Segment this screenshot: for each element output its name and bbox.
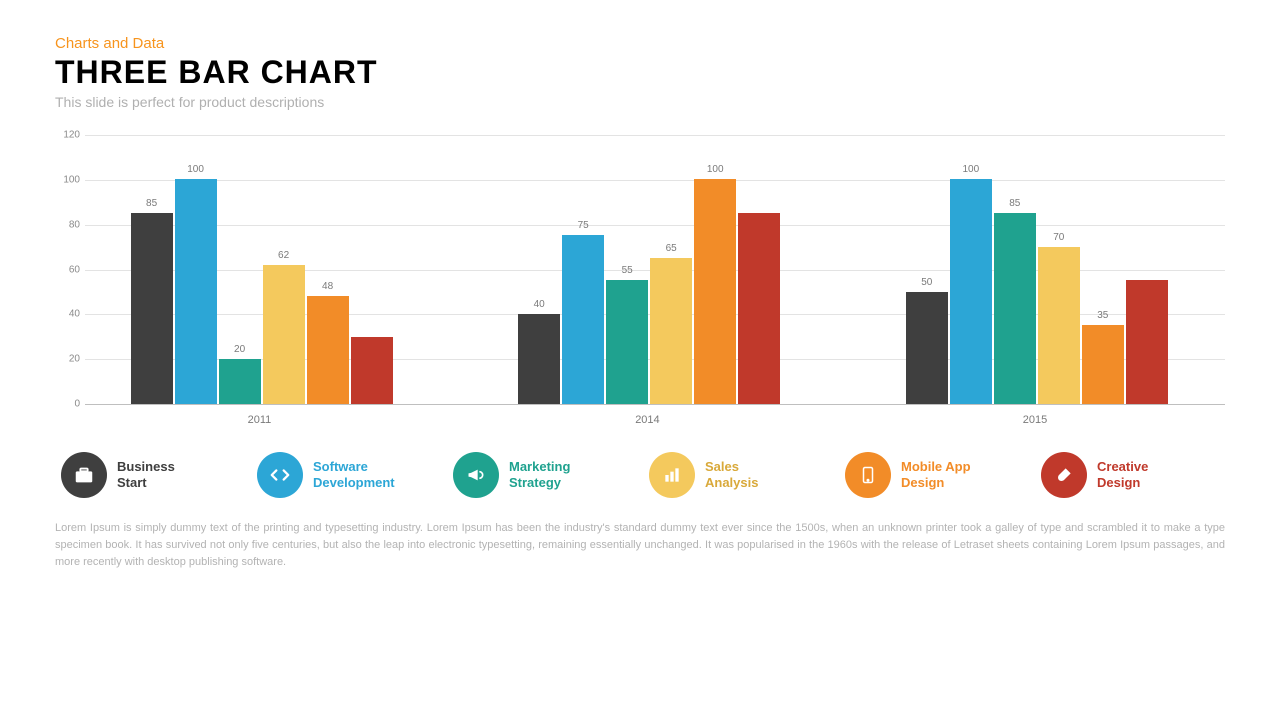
x-tick-label: 2014 bbox=[635, 414, 659, 426]
bar: 100 bbox=[694, 179, 736, 404]
legend-item: MarketingStrategy bbox=[453, 452, 631, 498]
y-tick-label: 80 bbox=[55, 219, 80, 230]
legend-item: BusinessStart bbox=[61, 452, 239, 498]
gridline bbox=[85, 135, 1225, 136]
legend-label-line: Start bbox=[117, 475, 147, 490]
bar: 100 bbox=[950, 179, 992, 404]
bar bbox=[738, 213, 780, 404]
bar-value-label: 50 bbox=[906, 277, 948, 288]
bar: 65 bbox=[650, 258, 692, 404]
y-tick-label: 40 bbox=[55, 309, 80, 320]
y-tick-label: 60 bbox=[55, 264, 80, 275]
bar: 50 bbox=[906, 292, 948, 405]
bar: 75 bbox=[562, 235, 604, 404]
bar-value-label: 85 bbox=[131, 198, 173, 209]
bar bbox=[1126, 280, 1168, 404]
y-tick-label: 20 bbox=[55, 354, 80, 365]
bar-value-label: 48 bbox=[307, 281, 349, 292]
legend-label-line: Sales bbox=[705, 459, 739, 474]
legend-label: BusinessStart bbox=[117, 459, 175, 492]
bar: 62 bbox=[263, 265, 305, 405]
slide-header: Charts and Data THREE BAR CHART This sli… bbox=[55, 35, 1225, 110]
code-icon bbox=[257, 452, 303, 498]
bar: 85 bbox=[131, 213, 173, 404]
subtitle: This slide is perfect for product descri… bbox=[55, 94, 1225, 110]
bar-group: 85100206248 bbox=[131, 179, 393, 404]
x-tick-label: 2011 bbox=[248, 414, 272, 426]
legend-label-line: Business bbox=[117, 459, 175, 474]
bar-value-label: 65 bbox=[650, 243, 692, 254]
bar-value-label: 62 bbox=[263, 250, 305, 261]
legend-label: SalesAnalysis bbox=[705, 459, 758, 492]
legend-label-line: Marketing bbox=[509, 459, 570, 474]
bar-value-label: 100 bbox=[950, 164, 992, 175]
bar: 20 bbox=[219, 359, 261, 404]
legend-label-line: Development bbox=[313, 475, 395, 490]
bar-value-label: 85 bbox=[994, 198, 1036, 209]
legend-label-line: Analysis bbox=[705, 475, 758, 490]
legend-label-line: Creative bbox=[1097, 459, 1148, 474]
megaphone-icon bbox=[453, 452, 499, 498]
legend-label: Mobile AppDesign bbox=[901, 459, 971, 492]
bars-icon bbox=[649, 452, 695, 498]
bar-chart: 0204060801001208510020624820114075556510… bbox=[55, 135, 1225, 430]
bar: 40 bbox=[518, 314, 560, 404]
bar-value-label: 35 bbox=[1082, 310, 1124, 321]
brush-icon bbox=[1041, 452, 1087, 498]
bar: 55 bbox=[606, 280, 648, 404]
bar-value-label: 40 bbox=[518, 299, 560, 310]
legend-item: SoftwareDevelopment bbox=[257, 452, 435, 498]
bar: 48 bbox=[307, 296, 349, 404]
bar-group: 40755565100 bbox=[518, 179, 780, 404]
legend-label-line: Design bbox=[901, 475, 944, 490]
legend-label-line: Software bbox=[313, 459, 368, 474]
bar-value-label: 100 bbox=[694, 164, 736, 175]
body-text: Lorem Ipsum is simply dummy text of the … bbox=[55, 520, 1225, 571]
legend-label: CreativeDesign bbox=[1097, 459, 1148, 492]
x-tick-label: 2015 bbox=[1023, 414, 1047, 426]
bar: 85 bbox=[994, 213, 1036, 404]
bar-value-label: 100 bbox=[175, 164, 217, 175]
chart-plot: 0204060801001208510020624820114075556510… bbox=[85, 135, 1225, 405]
y-tick-label: 120 bbox=[55, 130, 80, 141]
page-title: THREE BAR CHART bbox=[55, 54, 1225, 91]
bar: 100 bbox=[175, 179, 217, 404]
bar-value-label: 75 bbox=[562, 220, 604, 231]
legend-label-line: Mobile App bbox=[901, 459, 971, 474]
bar-group: 50100857035 bbox=[906, 179, 1168, 404]
legend-item: SalesAnalysis bbox=[649, 452, 827, 498]
bar: 35 bbox=[1082, 325, 1124, 404]
legend-item: Mobile AppDesign bbox=[845, 452, 1023, 498]
bar-value-label: 20 bbox=[219, 344, 261, 355]
bar bbox=[351, 337, 393, 405]
briefcase-icon bbox=[61, 452, 107, 498]
bar-value-label: 70 bbox=[1038, 232, 1080, 243]
legend-label: MarketingStrategy bbox=[509, 459, 570, 492]
mobile-icon bbox=[845, 452, 891, 498]
legend-label: SoftwareDevelopment bbox=[313, 459, 395, 492]
y-tick-label: 100 bbox=[55, 174, 80, 185]
legend-label-line: Strategy bbox=[509, 475, 561, 490]
legend: BusinessStart SoftwareDevelopment Marketin… bbox=[55, 452, 1225, 498]
category-label: Charts and Data bbox=[55, 35, 1225, 52]
legend-item: CreativeDesign bbox=[1041, 452, 1219, 498]
bar-value-label: 55 bbox=[606, 265, 648, 276]
legend-label-line: Design bbox=[1097, 475, 1140, 490]
y-tick-label: 0 bbox=[55, 399, 80, 410]
bar: 70 bbox=[1038, 247, 1080, 405]
